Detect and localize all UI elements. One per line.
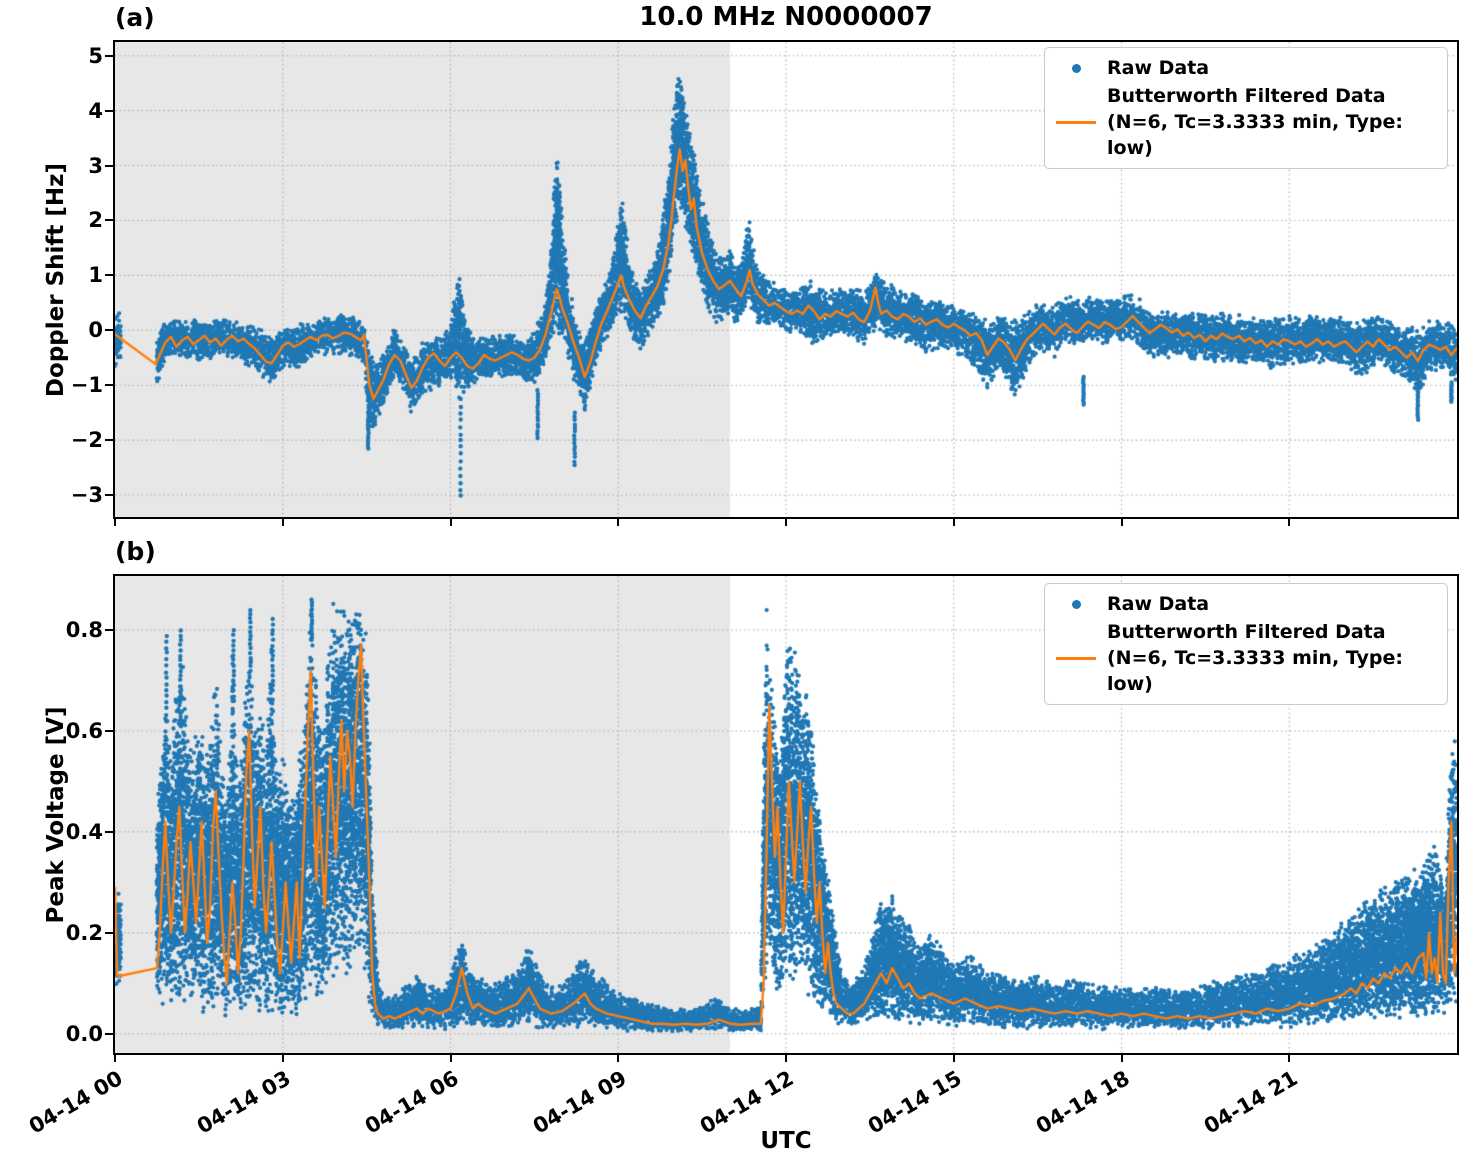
y-tick-mark: [105, 1032, 113, 1035]
x-tick-mark: [1288, 519, 1291, 526]
y-tick-mark: [105, 629, 113, 631]
y-tick-mark: [105, 164, 113, 167]
filtered-line-swatch-icon: [1045, 120, 1107, 124]
raw-data-marker-icon: [1045, 599, 1107, 609]
legend-filtered-label-line2: (N=6, Tc=3.3333 min, Type: low): [1107, 111, 1403, 159]
x-tick-mark: [449, 1055, 452, 1062]
legend-filtered-label: Butterworth Filtered Data (N=6, Tc=3.333…: [1107, 83, 1437, 161]
y-tick-label: 0.4: [65, 819, 103, 844]
y-tick-mark: [105, 54, 113, 57]
y-tick-mark: [105, 729, 113, 732]
x-tick-mark: [449, 519, 452, 526]
x-tick-mark: [785, 519, 787, 526]
x-tick-mark: [617, 519, 620, 526]
y-tick-label: 0.0: [65, 1021, 103, 1046]
x-axis-label: UTC: [760, 1128, 812, 1154]
legend-filtered-label-line1: Butterworth Filtered Data: [1107, 621, 1386, 643]
x-tick-mark: [281, 1055, 284, 1062]
legend-entry-raw: Raw Data: [1045, 591, 1437, 617]
x-tick-mark: [617, 1055, 620, 1062]
legend-filtered-label-line1: Butterworth Filtered Data: [1107, 85, 1386, 107]
x-tick-label: 04-14 00: [25, 1066, 127, 1139]
x-tick-mark: [114, 1055, 116, 1062]
x-tick-mark: [952, 519, 955, 526]
legend-raw-label: Raw Data: [1107, 593, 1210, 615]
y-tick-label: 5: [88, 43, 103, 68]
y-tick-label: 4: [88, 98, 103, 123]
y-tick-mark: [105, 219, 113, 222]
raw-data-marker-icon: [1045, 63, 1107, 73]
y-tick-label: −2: [70, 428, 103, 453]
x-tick-mark: [281, 519, 284, 526]
y-tick-mark: [105, 109, 113, 112]
x-tick-mark: [114, 519, 116, 526]
legend-a: Raw Data Butterworth Filtered Data (N=6,…: [1044, 47, 1448, 169]
y-tick-label: 2: [88, 208, 103, 233]
y-tick-mark: [105, 274, 113, 277]
x-tick-mark: [1288, 1055, 1291, 1062]
y-tick-label: 1: [88, 263, 103, 288]
y-tick-label: −3: [70, 483, 103, 508]
x-tick-mark: [1120, 1055, 1123, 1062]
y-tick-label: 3: [88, 153, 103, 178]
x-tick-mark: [1120, 519, 1123, 526]
legend-entry-filtered: Butterworth Filtered Data (N=6, Tc=3.333…: [1045, 619, 1437, 697]
filtered-line-swatch-icon: [1045, 656, 1107, 660]
y-tick-mark: [105, 494, 113, 497]
legend-filtered-label: Butterworth Filtered Data (N=6, Tc=3.333…: [1107, 619, 1437, 697]
legend-raw-label: Raw Data: [1107, 57, 1210, 79]
y-tick-mark: [105, 329, 113, 332]
y-tick-mark: [105, 830, 113, 833]
figure-title: 10.0 MHz N0000007: [639, 2, 933, 32]
x-tick-mark: [952, 1055, 955, 1062]
y-tick-mark: [105, 439, 113, 442]
x-tick-mark: [785, 1055, 787, 1062]
y-tick-label: 0.8: [65, 618, 103, 642]
y-tick-label: 0.6: [65, 718, 103, 743]
legend-b: Raw Data Butterworth Filtered Data (N=6,…: [1044, 583, 1448, 705]
legend-filtered-label-line2: (N=6, Tc=3.3333 min, Type: low): [1107, 647, 1403, 695]
legend-entry-filtered: Butterworth Filtered Data (N=6, Tc=3.333…: [1045, 83, 1437, 161]
y-tick-mark: [105, 931, 113, 934]
panel-b-label: (b): [115, 537, 156, 566]
y-tick-mark: [105, 384, 113, 387]
panel-a-label: (a): [115, 3, 155, 32]
y-tick-label: 0.2: [65, 920, 103, 945]
legend-entry-raw: Raw Data: [1045, 55, 1437, 81]
y-tick-label: 0: [88, 318, 103, 343]
y-tick-label: −1: [70, 373, 103, 398]
